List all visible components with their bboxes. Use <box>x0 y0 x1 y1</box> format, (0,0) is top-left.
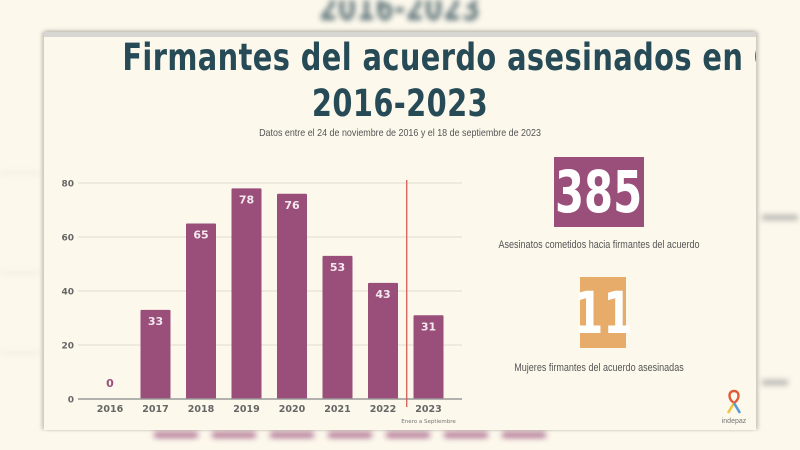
infographic-card: Firmantes del acuerdo asesinados en Colo… <box>44 32 756 430</box>
data-label-2019: 78 <box>239 193 254 206</box>
bg-bar <box>212 432 256 438</box>
x-tick-label-2018: 2018 <box>188 404 215 415</box>
subtitle: Datos entre el 24 de noviembre de 2016 y… <box>259 127 541 139</box>
indepaz-logo: indepaz <box>714 389 754 429</box>
bar-2018 <box>186 223 216 399</box>
bg-bar <box>386 432 430 438</box>
y-tick-label: 60 <box>61 234 74 244</box>
data-label-2023: 31 <box>421 320 436 333</box>
women-murders-box: 11 <box>574 277 632 348</box>
x-tick-label-2023: 2023 <box>415 404 441 415</box>
logo-text: indepaz <box>721 418 747 425</box>
bg-side-mark <box>762 380 788 385</box>
total-murders-label: Asesinatos cometidos hacia firmantes del… <box>498 239 700 251</box>
bg-bar <box>502 432 546 438</box>
bar-2021 <box>322 255 353 399</box>
bg-title: 2016-2023 <box>319 0 481 29</box>
bar-2017 <box>140 309 171 399</box>
bg-bar <box>154 432 198 438</box>
data-label-2021: 53 <box>330 261 345 274</box>
data-label-2020: 76 <box>284 199 300 212</box>
women-murders-label: Mujeres firmantes del acuerdo asesinadas <box>514 362 684 374</box>
x-tick-label-2021: 2021 <box>324 404 350 415</box>
bg-gridline <box>0 272 40 274</box>
y-tick-label: 0 <box>68 396 74 406</box>
x-tick-label-2022: 2022 <box>370 404 396 415</box>
data-label-2022: 43 <box>375 288 390 301</box>
x-tick-label-2020: 2020 <box>279 404 306 415</box>
data-label-2016: 0 <box>106 377 114 390</box>
women-murders-value: 11 <box>573 278 633 347</box>
bg-bar <box>444 432 488 438</box>
bar-2022 <box>368 282 398 399</box>
title-line-1: Firmantes del acuerdo asesinados en Colo… <box>122 36 756 79</box>
bg-bar <box>328 432 372 438</box>
title-line-2: 2016-2023 <box>311 82 489 125</box>
bar-chart: 0 20 40 60 80 0 2016 33 2017 65 2018 78 2019 76 2020 53… <box>61 180 462 425</box>
bar-2020 <box>277 193 307 399</box>
ribbon-icon <box>726 389 742 414</box>
bar-2023 <box>413 315 444 399</box>
total-murders-value: 385 <box>555 158 643 226</box>
y-tick-label: 80 <box>61 180 74 190</box>
bg-gridline <box>0 352 40 354</box>
page-title: Firmantes del acuerdo asesinados en Colo… <box>122 37 756 127</box>
bg-side-mark <box>762 215 798 220</box>
total-murders-box: 385 <box>554 157 644 227</box>
y-tick-label: 40 <box>61 288 74 298</box>
bg-title-clip: 2016-2023 <box>0 0 800 30</box>
x-tick-note-2023: Enero a Septiembre <box>401 419 456 425</box>
data-label-2018: 65 <box>193 229 208 242</box>
bar-2019 <box>231 188 262 399</box>
bg-bar <box>270 432 314 438</box>
data-label-2017: 33 <box>148 315 163 328</box>
y-tick-label: 20 <box>61 342 74 352</box>
x-tick-label-2017: 2017 <box>142 404 168 415</box>
bg-gridline <box>0 172 40 174</box>
x-tick-label-2016: 2016 <box>97 404 124 415</box>
x-tick-label-2019: 2019 <box>233 404 259 415</box>
